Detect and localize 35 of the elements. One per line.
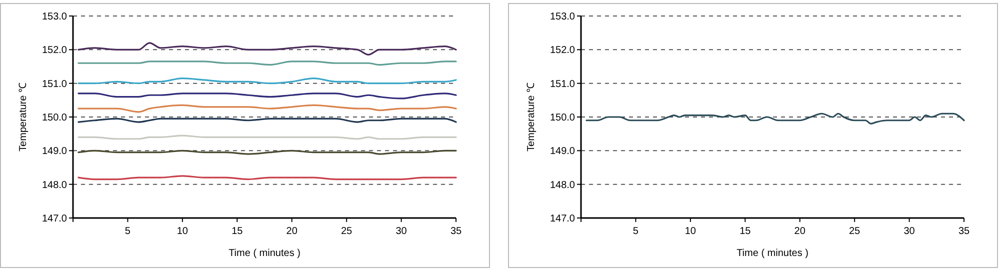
y-tick-label: 149.0 [42,146,68,158]
x-tick-label: 30 [396,226,408,237]
y-tick-label: 149.0 [550,146,576,158]
x-tick-label: 30 [904,226,916,237]
line-series [586,112,965,125]
x-tick-label: 35 [450,226,462,237]
y-tick-label: 151.0 [42,78,68,90]
x-tick-label: 15 [232,226,244,237]
y-axis-title: Temperature ℃ [526,82,537,152]
line-series [78,42,457,56]
line-series [78,104,457,113]
y-tick-label: 153.0 [42,12,68,22]
x-tick-label: 35 [958,226,970,237]
x-tick-label: 25 [341,226,353,237]
x-tick-label: 25 [849,226,861,237]
x-tick-label: 10 [684,226,696,237]
y-tick-label: 152.0 [42,45,68,56]
y-tick-label: 150.0 [42,112,68,124]
x-tick-label: 15 [740,226,752,237]
x-tick-label: 5 [124,226,131,237]
y-tick-label: 153.0 [550,12,576,22]
y-tick-label: 147.0 [550,214,576,224]
y-tick-label: 148.0 [42,180,68,191]
y-tick-label: 148.0 [550,180,576,191]
x-tick-label: 20 [794,226,806,237]
x-tick-label: 10 [176,226,188,237]
x-axis-title: Time ( minutes ) [228,248,300,259]
y-tick-label: 147.0 [42,214,68,224]
y-tick-label: 151.0 [550,78,576,90]
y-tick-label: 152.0 [550,45,576,56]
x-tick-label: 5 [632,226,639,237]
x-tick-label: 20 [286,226,298,237]
y-tick-label: 150.0 [550,112,576,124]
x-axis-title: Time ( minutes ) [736,248,808,259]
y-axis-title: Temperature ℃ [18,82,29,152]
